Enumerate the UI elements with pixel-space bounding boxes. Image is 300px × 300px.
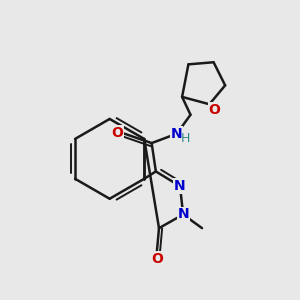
Text: O: O	[209, 103, 220, 116]
Text: N: N	[177, 208, 189, 221]
Text: O: O	[111, 126, 123, 140]
Text: O: O	[151, 252, 163, 266]
Text: H: H	[181, 132, 190, 146]
Text: N: N	[174, 179, 186, 193]
Text: N: N	[171, 127, 183, 141]
